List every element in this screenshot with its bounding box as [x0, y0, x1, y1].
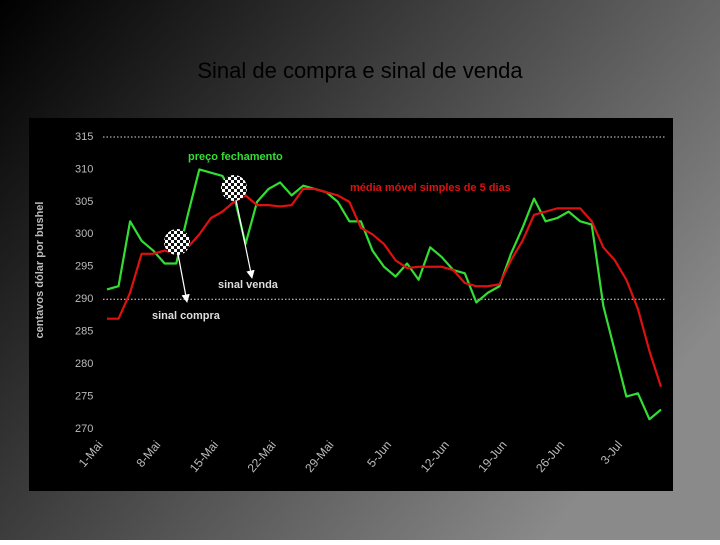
- sell-arrow: [235, 199, 255, 279]
- line-series: [107, 187, 663, 388]
- y-tick-label: 280: [75, 358, 93, 370]
- y-tick-label: 270: [75, 423, 93, 435]
- legend-label: média móvel simples de 5 dias: [350, 182, 511, 194]
- y-tick-label: 290: [75, 293, 93, 305]
- y-tick-label: 295: [75, 261, 93, 273]
- signal-markers: [164, 175, 255, 303]
- y-tick-label: 275: [75, 390, 93, 402]
- line-series: [106, 168, 662, 421]
- chart-title: Sinal de compra e sinal de venda: [197, 58, 523, 83]
- y-tick-label: 305: [75, 196, 93, 208]
- annotation: sinal compra: [152, 310, 221, 322]
- y-axis-label: centavos dólar por bushel: [34, 202, 46, 339]
- y-tick-label: 310: [75, 163, 93, 175]
- legend-label: preço fechamento: [188, 151, 283, 163]
- buy-signal-marker: [164, 229, 190, 255]
- annotation: sinal venda: [218, 279, 279, 291]
- plot-panel: [29, 118, 673, 491]
- y-tick-label: 285: [75, 326, 93, 338]
- y-tick-label: 315: [75, 131, 93, 143]
- buy-arrow: [177, 253, 190, 303]
- sell-signal-marker: [221, 175, 247, 201]
- y-tick-label: 300: [75, 228, 93, 240]
